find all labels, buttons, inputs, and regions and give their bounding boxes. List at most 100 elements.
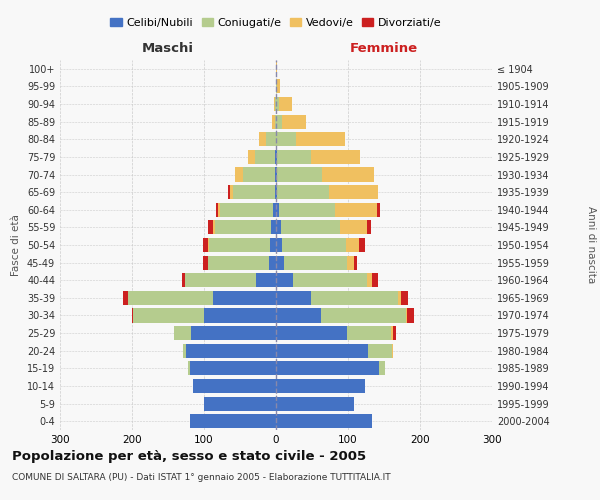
Bar xyxy=(340,220,367,234)
Bar xyxy=(311,150,360,164)
Bar xyxy=(203,256,208,270)
Bar xyxy=(248,150,255,164)
Bar xyxy=(320,308,406,322)
Y-axis label: Fasce di età: Fasce di età xyxy=(11,214,21,276)
Bar xyxy=(230,185,233,199)
Bar xyxy=(273,202,276,217)
Bar xyxy=(372,273,378,287)
Bar xyxy=(214,220,215,234)
Bar xyxy=(276,238,283,252)
Bar xyxy=(218,202,220,217)
Bar xyxy=(203,238,208,252)
Bar xyxy=(204,308,276,322)
Bar xyxy=(392,326,395,340)
Bar xyxy=(277,168,322,181)
Bar xyxy=(347,256,354,270)
Bar xyxy=(215,220,271,234)
Bar xyxy=(276,326,347,340)
Bar xyxy=(407,308,413,322)
Bar xyxy=(243,168,275,181)
Legend: Celibi/Nubili, Coniugati/e, Vedovi/e, Divorziati/e: Celibi/Nubili, Coniugati/e, Vedovi/e, Di… xyxy=(106,14,446,32)
Bar xyxy=(367,273,372,287)
Bar xyxy=(182,273,185,287)
Bar xyxy=(272,114,275,128)
Bar xyxy=(256,273,276,287)
Bar xyxy=(311,291,398,305)
Bar xyxy=(229,185,230,199)
Bar xyxy=(212,291,276,305)
Bar xyxy=(275,97,276,111)
Bar xyxy=(209,238,269,252)
Bar xyxy=(275,168,276,181)
Bar xyxy=(190,414,276,428)
Bar xyxy=(276,291,311,305)
Bar xyxy=(406,308,407,322)
Bar xyxy=(284,256,347,270)
Bar xyxy=(296,132,345,146)
Bar xyxy=(266,132,276,146)
Bar xyxy=(282,114,305,128)
Bar xyxy=(276,132,296,146)
Bar xyxy=(354,256,356,270)
Bar xyxy=(329,185,378,199)
Bar xyxy=(281,220,340,234)
Bar xyxy=(132,308,133,322)
Bar xyxy=(276,168,277,181)
Bar xyxy=(283,238,346,252)
Bar xyxy=(274,97,275,111)
Bar xyxy=(398,291,401,305)
Bar xyxy=(277,185,329,199)
Bar xyxy=(183,344,186,358)
Bar xyxy=(277,150,311,164)
Bar xyxy=(269,256,276,270)
Bar xyxy=(379,362,385,376)
Bar xyxy=(293,273,367,287)
Bar xyxy=(359,238,365,252)
Bar xyxy=(368,344,392,358)
Bar xyxy=(347,326,391,340)
Bar xyxy=(276,308,320,322)
Bar xyxy=(255,150,275,164)
Bar xyxy=(204,396,276,410)
Bar xyxy=(276,220,281,234)
Bar xyxy=(208,256,269,270)
Bar xyxy=(269,238,276,252)
Bar xyxy=(186,344,276,358)
Bar xyxy=(259,132,266,146)
Bar xyxy=(277,80,280,94)
Bar xyxy=(271,220,276,234)
Bar xyxy=(322,168,374,181)
Bar xyxy=(346,238,359,252)
Bar xyxy=(275,114,276,128)
Bar xyxy=(276,414,372,428)
Bar xyxy=(133,308,204,322)
Bar xyxy=(276,344,368,358)
Bar xyxy=(279,202,335,217)
Bar xyxy=(279,97,292,111)
Bar xyxy=(275,185,276,199)
Text: Popolazione per età, sesso e stato civile - 2005: Popolazione per età, sesso e stato civil… xyxy=(12,450,366,463)
Bar xyxy=(335,202,377,217)
Bar xyxy=(392,344,394,358)
Text: Anni di nascita: Anni di nascita xyxy=(586,206,596,284)
Bar xyxy=(216,202,218,217)
Bar xyxy=(185,273,256,287)
Bar xyxy=(233,185,275,199)
Bar xyxy=(276,114,282,128)
Bar xyxy=(367,220,371,234)
Bar xyxy=(401,291,408,305)
Text: COMUNE DI SALTARA (PU) - Dati ISTAT 1° gennaio 2005 - Elaborazione TUTTITALIA.IT: COMUNE DI SALTARA (PU) - Dati ISTAT 1° g… xyxy=(12,472,391,482)
Text: Maschi: Maschi xyxy=(142,42,194,54)
Bar xyxy=(191,326,276,340)
Bar xyxy=(276,202,279,217)
Bar xyxy=(276,256,284,270)
Bar xyxy=(275,150,276,164)
Bar xyxy=(276,150,277,164)
Bar xyxy=(391,326,392,340)
Bar xyxy=(122,291,128,305)
Bar xyxy=(174,326,191,340)
Bar xyxy=(377,202,380,217)
Bar xyxy=(276,80,277,94)
Bar xyxy=(276,97,279,111)
Bar xyxy=(276,396,354,410)
